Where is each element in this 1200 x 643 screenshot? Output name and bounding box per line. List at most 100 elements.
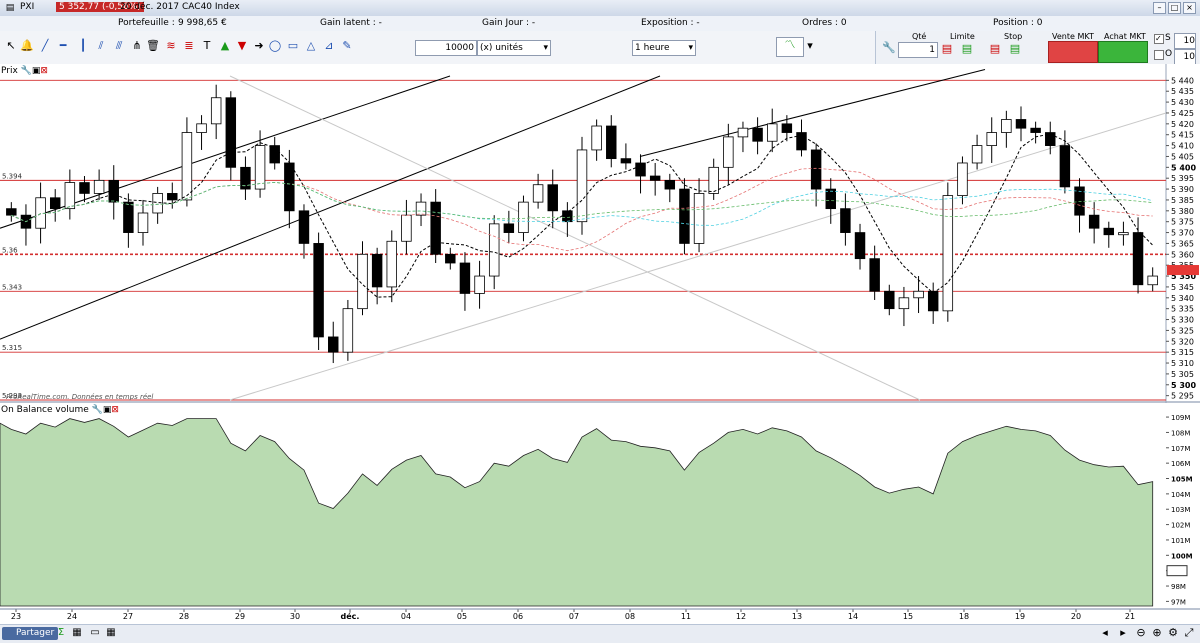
unit-select[interactable]: (x) unités ▾ (477, 40, 551, 56)
s-checkbox[interactable]: ✓ (1154, 34, 1164, 44)
line-tool-icon[interactable]: ╱ (41, 39, 49, 52)
obv-area (0, 418, 1154, 607)
candle-body (576, 149, 588, 223)
menu-icon[interactable]: ▤ (5, 3, 15, 13)
candle-body (298, 210, 310, 244)
window-icon[interactable]: ▣ (102, 405, 112, 415)
stop-buy-icon[interactable]: ▤ (1009, 42, 1021, 55)
maximize-icon[interactable]: □ (1168, 2, 1181, 14)
level-label: 5.315 (2, 344, 22, 352)
price-tick-label: 5 330 (1171, 316, 1194, 325)
candle-body (869, 258, 880, 292)
scroll-right-icon[interactable]: ▸ (1120, 626, 1126, 639)
fibonacci-icon[interactable]: ⫻ (115, 39, 123, 52)
unit-value: (x) unités (480, 43, 523, 53)
close-icon[interactable]: × (1183, 2, 1196, 14)
price-chart[interactable]: 5.394 5.36 5.343 5.315 5.293 5 440 5 435 5 430 5… (0, 64, 1200, 624)
limit-buy-icon[interactable]: ▤ (961, 42, 973, 55)
wrench-icon[interactable]: 🔧 (91, 405, 103, 415)
candle-body (181, 132, 193, 201)
candle-body (93, 179, 105, 194)
wrench-icon[interactable]: 🔧 (882, 41, 896, 54)
candle-body (635, 162, 646, 177)
candle-body (386, 240, 398, 288)
candle-body (284, 162, 295, 212)
text-tool-icon[interactable]: T (203, 39, 211, 52)
o-checkbox[interactable] (1154, 50, 1164, 60)
share-button[interactable]: Partager (2, 627, 59, 640)
orders-count: Ordres : 0 (802, 18, 847, 28)
quantity-input[interactable]: 10000 (415, 40, 477, 56)
indicator-icon[interactable]: Σ (57, 627, 65, 638)
candle-body (210, 97, 222, 125)
candle-body (649, 175, 661, 181)
trendline (639, 68, 986, 157)
pitchfork-icon[interactable]: ⋔ (132, 39, 142, 52)
volume-tick-label: 102M (1171, 522, 1190, 530)
candle-body (445, 253, 456, 264)
arrow-right-icon[interactable]: ➜ (254, 39, 264, 52)
volume-tick-label: 104M (1171, 491, 1190, 499)
buy-arrow-icon[interactable]: ▲ (220, 39, 230, 52)
trash-icon[interactable]: 🗑 (146, 39, 160, 52)
price-tick-label: 5 360 (1171, 250, 1194, 259)
s-input[interactable]: 10 (1174, 33, 1196, 49)
close-panel-icon[interactable]: ⊠ (111, 405, 119, 415)
retracement-icon[interactable]: ≣ (184, 39, 194, 52)
chart-type-icon[interactable]: 〽 (776, 37, 804, 57)
scroll-left-icon[interactable]: ◂ (1102, 626, 1108, 639)
horizontal-line-icon[interactable]: ━ (59, 39, 67, 52)
price-tick-label: 5 365 (1171, 239, 1194, 248)
buy-market-button[interactable] (1098, 41, 1148, 63)
candle-body (6, 208, 17, 216)
settings-icon[interactable]: ⚙ (1168, 626, 1178, 639)
x-tick-label: 29 (235, 612, 245, 621)
price-tick-label: 5 335 (1171, 305, 1194, 314)
price-tick-label: 5 295 (1171, 392, 1194, 401)
zoom-in-icon[interactable]: ⊕ (1152, 626, 1162, 639)
x-tick-label: 28 (179, 612, 189, 621)
ruler-icon[interactable]: ⊿ (324, 39, 334, 52)
price-tick-label: 5 305 (1171, 370, 1194, 379)
candle-body (927, 290, 939, 312)
limit-sell-icon[interactable]: ▤ (941, 42, 953, 55)
qty-input[interactable]: 1 (898, 42, 938, 58)
screen-icon[interactable]: ▭ (90, 627, 100, 638)
vertical-line-icon[interactable]: ┃ (79, 39, 87, 52)
candle-body (971, 145, 983, 164)
close-panel-icon[interactable]: ⊠ (40, 66, 48, 76)
volume-tick-label: 103M (1171, 506, 1190, 514)
trendline (0, 75, 661, 340)
x-tick-label: 13 (792, 612, 802, 621)
calendar-icon[interactable]: ▦ (72, 627, 82, 638)
triangle-icon[interactable]: △ (306, 39, 316, 52)
bottom-bar: Partager Σ ▦ ▭ ▦ ◂ ▸ ⊖ ⊕ ⚙ ⤢ (0, 624, 1200, 643)
candle-body (79, 182, 90, 194)
timeframe-select[interactable]: 1 heure ▾ (632, 40, 696, 56)
volume-tick-label: 109M (1171, 414, 1190, 422)
pen-icon[interactable]: ✎ (342, 39, 352, 52)
chevron-down-icon[interactable]: ▾ (807, 39, 813, 52)
ellipse-icon[interactable]: ◯ (268, 39, 282, 52)
wrench-icon[interactable]: 🔧 (20, 66, 32, 76)
window-icon[interactable]: ▣ (31, 66, 41, 76)
candle-body (606, 125, 617, 160)
x-tick-label: 20 (1071, 612, 1081, 621)
grid-icon[interactable]: ▦ (106, 627, 116, 638)
price-tick-label: 5 380 (1171, 207, 1194, 216)
rectangle-icon[interactable]: ▭ (287, 39, 299, 52)
zoom-out-icon[interactable]: ⊖ (1136, 626, 1146, 639)
x-tick-label: 19 (1015, 612, 1025, 621)
candle-body (1103, 227, 1115, 236)
channel-icon[interactable]: ⫽ (98, 39, 104, 52)
minimize-icon[interactable]: – (1153, 2, 1166, 14)
sell-market-button[interactable] (1048, 41, 1098, 63)
volume-tick-label: 105M (1171, 476, 1193, 484)
fan-icon[interactable]: ≋ (166, 39, 176, 52)
expand-icon[interactable]: ⤢ (1184, 626, 1194, 639)
cursor-icon[interactable]: ↖ (6, 39, 16, 52)
o-input[interactable]: 10 (1174, 49, 1196, 65)
alert-bell-icon[interactable]: 🔔 (20, 39, 34, 52)
stop-sell-icon[interactable]: ▤ (989, 42, 1001, 55)
sell-arrow-icon[interactable]: ▼ (237, 39, 247, 52)
